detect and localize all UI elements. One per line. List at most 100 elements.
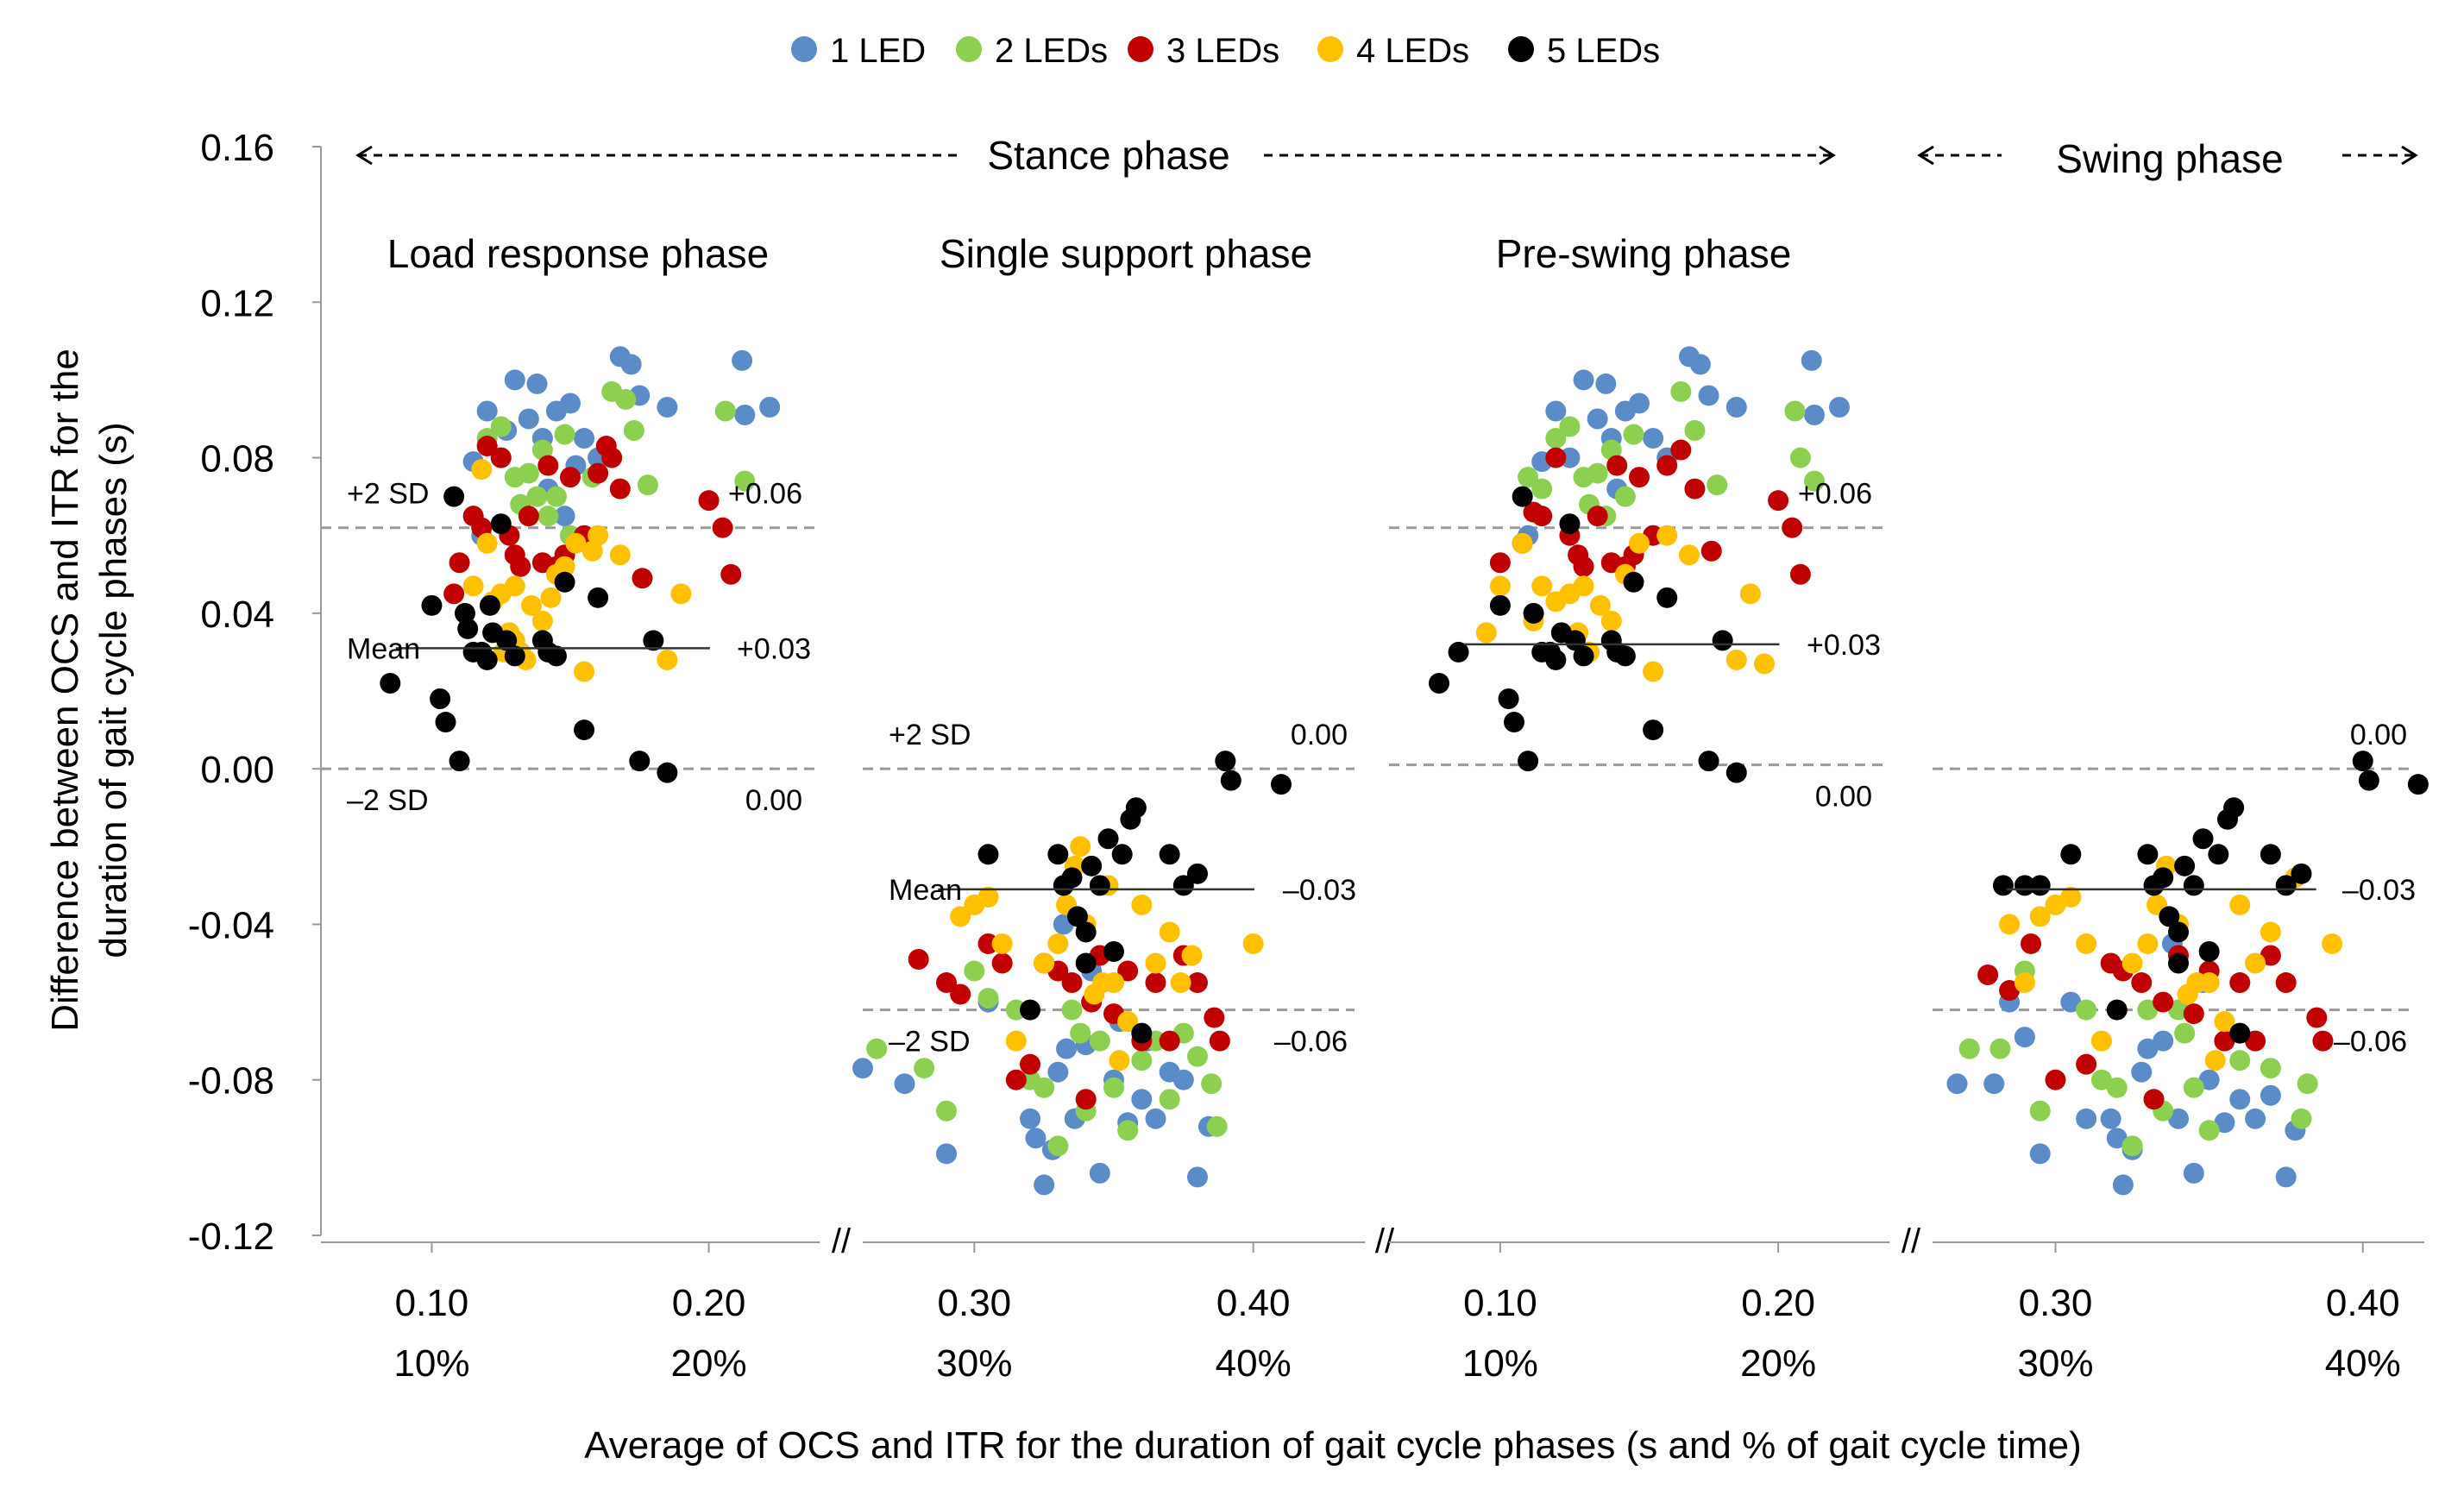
data-point: [1698, 751, 1719, 772]
x-tick-label: 0.20: [1741, 1282, 1815, 1324]
data-point: [1992, 875, 2014, 896]
data-point: [1670, 380, 1692, 402]
data-point: [2245, 1108, 2266, 1129]
x-tick-percent-label: 20%: [1740, 1342, 1816, 1385]
data-point: [2021, 933, 2041, 954]
data-point: [2168, 921, 2189, 943]
legend-label: 2 LEDs: [995, 32, 1108, 70]
data-point: [2214, 1011, 2235, 1033]
data-point: [1656, 455, 1678, 476]
panel-title: Single support phase: [940, 231, 1312, 276]
data-point: [565, 532, 587, 554]
data-point: [866, 1038, 888, 1059]
data-point: [1545, 428, 1567, 449]
data-point: [1005, 1030, 1027, 1052]
panel-title: Pre-swing phase: [1496, 231, 1792, 276]
data-point: [1573, 556, 1594, 577]
data-point: [1117, 1120, 1139, 1141]
upper-sd-value: +0.06: [1798, 478, 1872, 511]
y-tick-label: 0.04: [200, 594, 274, 636]
data-point: [1047, 933, 1069, 954]
data-point: [1159, 1089, 1180, 1110]
x-tick-label: 0.30: [938, 1282, 1012, 1324]
data-point: [1725, 396, 1747, 418]
data-point: [2260, 1084, 2281, 1106]
data-point: [2198, 1120, 2220, 1141]
data-point: [554, 424, 575, 445]
panel: 0.00 –0.03 –0.06: [1933, 719, 2429, 1196]
data-point: [1531, 478, 1553, 500]
data-point: [2198, 940, 2220, 962]
data-point: [1643, 428, 1664, 449]
data-point: [449, 552, 470, 574]
data-point: [1983, 1073, 2005, 1095]
data-point: [908, 948, 929, 970]
data-point: [1187, 972, 1208, 994]
data-point: [637, 474, 658, 496]
data-point: [554, 571, 575, 593]
data-point: [2112, 1174, 2134, 1196]
data-point: [2291, 863, 2312, 884]
data-point: [1020, 1053, 1040, 1075]
data-point: [1545, 447, 1567, 468]
axis-break-mark: //: [1901, 1222, 1921, 1260]
data-point: [1643, 719, 1664, 741]
data-point: [443, 486, 465, 507]
data-point: [2275, 1166, 2297, 1188]
data-point: [2106, 1077, 2128, 1098]
y-axis: 0.16 0.12 0.08 0.04 0.00 -0.04 -0.08 -0.12: [188, 127, 322, 1258]
data-point: [1989, 1038, 2011, 1059]
data-point: [554, 556, 575, 577]
data-point: [2045, 1069, 2066, 1090]
data-point: [1999, 980, 2021, 1002]
x-tick-label: 0.10: [1463, 1282, 1537, 1324]
data-point: [479, 594, 500, 616]
data-point: [991, 952, 1013, 974]
data-point: [510, 556, 531, 577]
data-point: [540, 587, 562, 608]
data-point: [574, 428, 595, 449]
data-point: [2229, 1089, 2251, 1110]
data-point: [1684, 420, 1706, 442]
data-point: [1504, 712, 1524, 733]
data-point: [443, 583, 465, 605]
data-point: [1739, 583, 1761, 605]
data-point: [1977, 964, 1999, 986]
data-point: [1131, 894, 1153, 915]
lower-sd-value: 0.00: [745, 784, 802, 817]
data-point: [1545, 649, 1567, 670]
data-point: [1075, 952, 1097, 974]
data-point: [476, 649, 498, 670]
swing-arrow-right-head: [2401, 145, 2418, 166]
swing-phase-label: Swing phase: [2056, 136, 2283, 181]
data-point: [1056, 1038, 1078, 1059]
data-point: [574, 719, 595, 741]
data-point: [1020, 1108, 1040, 1129]
data-point: [476, 400, 498, 422]
y-tick-label: -0.12: [188, 1216, 274, 1258]
x-tick-percent-label: 30%: [2017, 1342, 2093, 1385]
data-point: [2260, 1058, 2281, 1079]
data-point: [1512, 532, 1533, 554]
data-point: [1025, 1128, 1047, 1149]
data-point: [2204, 1050, 2226, 1071]
data-point: [2159, 906, 2180, 927]
data-point: [2106, 999, 2128, 1021]
data-point: [1489, 594, 1511, 616]
data-point: [1589, 594, 1611, 616]
data-point: [2192, 828, 2214, 850]
data-point: [1215, 751, 1236, 772]
data-point: [950, 906, 971, 927]
data-point: [936, 1143, 957, 1165]
data-point: [2014, 1027, 2035, 1048]
data-point: [1725, 649, 1747, 670]
data-point: [623, 420, 644, 442]
data-point: [1159, 844, 1180, 865]
data-point: [2029, 1143, 2051, 1165]
legend-label: 5 LEDs: [1547, 32, 1660, 70]
mean-value: +0.03: [737, 632, 811, 665]
data-point: [531, 610, 553, 631]
data-point: [518, 506, 539, 527]
data-point: [1034, 1077, 1055, 1098]
data-point: [1181, 945, 1203, 966]
